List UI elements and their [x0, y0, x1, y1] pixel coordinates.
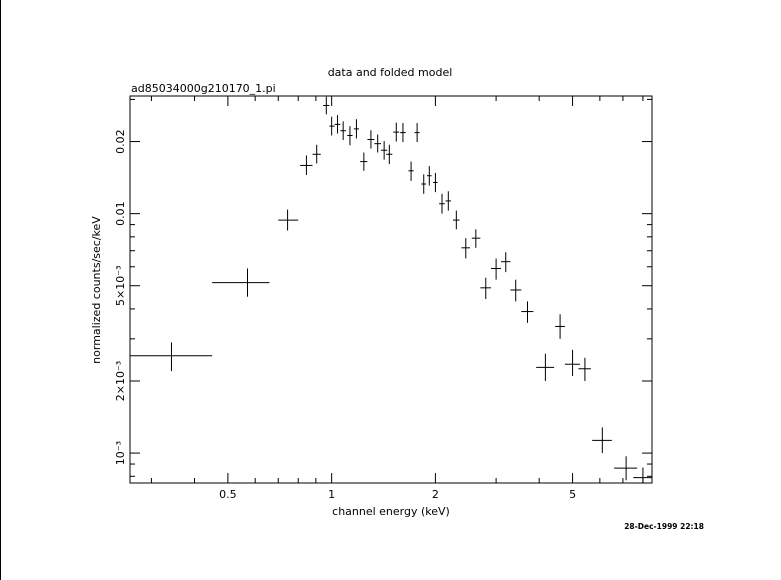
- data-point: [408, 161, 414, 181]
- chart-subtitle: ad85034000g210170_1.pi: [131, 82, 276, 95]
- data-point: [578, 357, 591, 382]
- x-tick-label: 2: [432, 488, 439, 501]
- y-axis-label: normalized counts/sec/keV: [90, 216, 103, 364]
- data-point: [323, 96, 330, 115]
- data-point: [312, 144, 321, 164]
- axes-layer: 0.5 1 2 5 10⁻³ 2×10⁻³ 5×10⁻³ 0.01 0.02: [114, 96, 652, 501]
- data-point: [421, 174, 427, 194]
- data-point: [130, 342, 213, 372]
- data-point: [347, 126, 353, 146]
- y-tick-label: 0.01: [114, 201, 127, 226]
- data-point: [300, 155, 313, 176]
- data-point: [491, 258, 502, 280]
- data-point: [386, 144, 393, 165]
- x-axis-label: channel energy (keV): [332, 505, 450, 518]
- x-tick-label: 0.5: [219, 488, 237, 501]
- data-point: [521, 301, 534, 323]
- data-point: [414, 123, 420, 143]
- data-point: [400, 123, 406, 143]
- data-point: [278, 209, 299, 231]
- data-point: [510, 279, 522, 302]
- y-tick-label: 0.02: [114, 129, 127, 154]
- data-point: [555, 314, 565, 339]
- data-point: [374, 134, 381, 153]
- plot-frame: [129, 95, 653, 484]
- x-tick-label: 5: [569, 488, 576, 501]
- data-point: [380, 141, 388, 160]
- data-point: [439, 193, 445, 214]
- data-point: [614, 456, 638, 481]
- data-point: [393, 122, 400, 142]
- data-point: [564, 349, 580, 376]
- data-point: [329, 116, 335, 136]
- y-tick-label: 5×10⁻³: [114, 266, 127, 306]
- data-point: [212, 268, 270, 297]
- data-point: [480, 277, 492, 300]
- data-point: [592, 427, 612, 454]
- data-point: [340, 121, 346, 141]
- data-point: [433, 172, 438, 193]
- data-point: [334, 115, 341, 134]
- window-left-border: [0, 0, 1, 580]
- data-point: [453, 210, 460, 230]
- data-point: [445, 191, 452, 211]
- data-point: [501, 252, 511, 273]
- data-point: [633, 467, 652, 483]
- data-point: [360, 152, 368, 171]
- data-point: [426, 166, 432, 186]
- data-point: [367, 130, 375, 149]
- chart-title: data and folded model: [328, 66, 453, 79]
- data-point: [471, 229, 481, 248]
- x-tick-label: 1: [328, 488, 335, 501]
- data-point: [353, 119, 359, 139]
- timestamp-label: 28-Dec-1999 22:18: [624, 522, 704, 531]
- data-point: [536, 353, 555, 382]
- data-points-layer: [130, 96, 652, 483]
- y-tick-label: 2×10⁻³: [114, 361, 127, 401]
- data-point: [461, 238, 471, 259]
- y-tick-label: 10⁻³: [114, 441, 127, 465]
